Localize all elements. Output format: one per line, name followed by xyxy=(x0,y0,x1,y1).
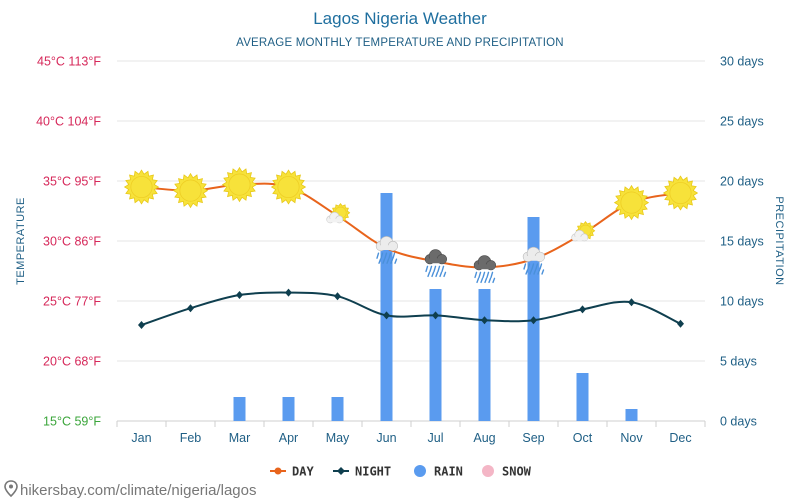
night-point xyxy=(334,292,341,301)
sun-icon xyxy=(221,166,258,203)
month-label: Apr xyxy=(279,431,298,445)
chart-legend: DAY NIGHT RAIN SNOW xyxy=(270,465,532,479)
rain-bar xyxy=(282,397,295,421)
cloud-rain-icon xyxy=(522,246,546,275)
sun-icon xyxy=(613,184,650,221)
left-tick-label: 25°C 77°F xyxy=(43,295,101,309)
legend-item-rain[interactable]: RAIN xyxy=(414,465,463,479)
rain-bar xyxy=(233,397,246,421)
rain-bar xyxy=(576,373,589,421)
rain-bars xyxy=(233,193,638,421)
legend-item-snow[interactable]: SNOW xyxy=(482,465,532,479)
night-point xyxy=(383,311,390,320)
right-tick-label: 20 days xyxy=(720,175,764,189)
month-label: Jun xyxy=(376,431,396,445)
month-label: Nov xyxy=(620,431,643,445)
night-point xyxy=(481,316,488,325)
right-tick-label: 25 days xyxy=(720,115,764,129)
rain-bar xyxy=(331,397,344,421)
rain-bar xyxy=(380,193,393,421)
night-series xyxy=(138,288,684,329)
day-series xyxy=(141,182,681,269)
month-label: Feb xyxy=(180,431,202,445)
month-label: Dec xyxy=(669,431,691,445)
right-tick-label: 5 days xyxy=(720,355,757,369)
legend-marker xyxy=(337,467,345,475)
legend-label: DAY xyxy=(292,465,314,479)
legend-item-day[interactable]: DAY xyxy=(270,465,314,479)
rain-bar xyxy=(429,289,442,421)
legend-marker xyxy=(414,465,426,477)
left-tick-label: 40°C 104°F xyxy=(36,115,101,129)
month-label: Aug xyxy=(473,431,495,445)
right-tick-label: 15 days xyxy=(720,235,764,249)
left-tick-label: 20°C 68°F xyxy=(43,355,101,369)
night-point xyxy=(677,319,684,328)
night-line xyxy=(141,291,681,326)
night-point xyxy=(138,321,145,329)
night-point xyxy=(187,304,194,313)
left-tick-label: 15°C 59°F xyxy=(43,415,101,429)
storm-rain-icon xyxy=(473,255,497,284)
right-axis-title: PRECIPITATION xyxy=(773,196,785,285)
sun-icon xyxy=(123,169,160,205)
night-point xyxy=(236,291,243,299)
weather-icons xyxy=(123,166,699,284)
legend-item-night[interactable]: NIGHT xyxy=(333,465,391,479)
night-point xyxy=(530,316,537,325)
right-axis-ticks: 30 days 25 days 20 days 15 days 10 days 5 day… xyxy=(720,55,764,429)
grid-lines xyxy=(117,60,705,422)
x-axis-ticks: Jan Feb Mar Apr May Jun Jul Aug Sep Oct Nov Dec xyxy=(116,421,706,445)
right-tick-label: 10 days xyxy=(720,295,764,309)
storm-rain-icon xyxy=(424,249,448,278)
left-tick-label: 35°C 95°F xyxy=(43,175,101,189)
month-label: Mar xyxy=(229,431,251,445)
location-pin-icon xyxy=(4,480,18,498)
chart-title: Lagos Nigeria Weather xyxy=(313,9,487,28)
legend-marker xyxy=(482,465,494,477)
night-point xyxy=(579,305,586,314)
legend-label: RAIN xyxy=(434,465,463,479)
month-label: May xyxy=(326,431,350,445)
source-link[interactable]: hikersbay.com/climate/nigeria/lagos xyxy=(4,480,257,499)
legend-label: SNOW xyxy=(502,465,532,479)
month-label: Jan xyxy=(131,431,151,445)
legend-label: NIGHT xyxy=(355,465,391,479)
day-line xyxy=(141,182,681,269)
rain-bar xyxy=(478,289,491,421)
month-label: Jul xyxy=(428,431,444,445)
sun-icon xyxy=(270,169,307,205)
sun-cloud-icon xyxy=(571,221,596,242)
sun-cloud-icon xyxy=(326,203,351,224)
night-point xyxy=(285,288,292,297)
right-tick-label: 0 days xyxy=(720,415,757,429)
chart-subtitle: AVERAGE MONTHLY TEMPERATURE AND PRECIPIT… xyxy=(236,37,564,49)
night-point xyxy=(432,311,439,320)
source-text: hikersbay.com/climate/nigeria/lagos xyxy=(20,482,257,499)
cloud-rain-icon xyxy=(375,236,399,264)
legend-marker xyxy=(274,467,282,475)
sun-icon xyxy=(662,175,699,211)
left-axis-title: TEMPERATURE xyxy=(15,197,27,285)
left-tick-label: 45°C 113°F xyxy=(37,55,101,69)
rain-bar xyxy=(625,409,638,421)
right-tick-label: 30 days xyxy=(720,55,764,69)
left-axis-ticks: 45°C 113°F 40°C 104°F 35°C 95°F 30°C 86°F 25… xyxy=(36,55,101,429)
night-point xyxy=(628,298,635,307)
left-tick-label: 30°C 86°F xyxy=(43,235,101,249)
sun-icon xyxy=(172,172,209,209)
month-label: Sep xyxy=(522,431,544,445)
month-label: Oct xyxy=(573,431,593,445)
